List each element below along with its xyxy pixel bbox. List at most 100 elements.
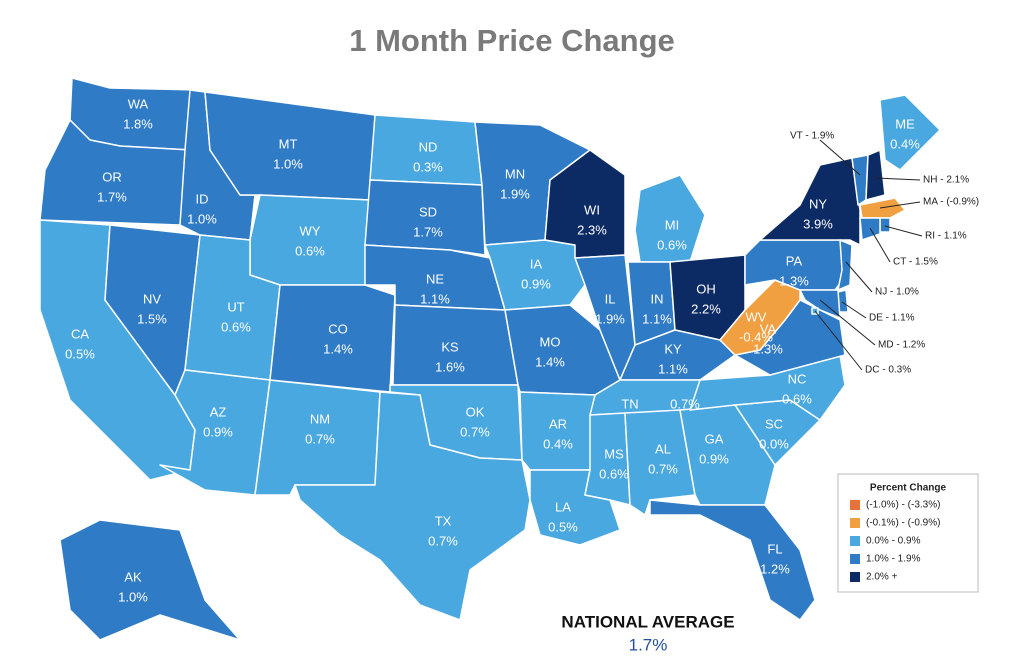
state-abbr: MT: [279, 136, 298, 151]
state-abbr: UT: [227, 299, 244, 314]
state-value: -0.4%: [739, 329, 773, 344]
state-abbr: TX: [435, 513, 452, 528]
state-abbr: ME: [895, 116, 915, 131]
legend-box: [837, 473, 979, 593]
state-abbr: WV: [746, 309, 767, 324]
legend-swatch: [850, 500, 860, 510]
state-abbr: FL: [767, 541, 782, 556]
small-state: [879, 217, 891, 233]
state-value: 0.0%: [759, 436, 789, 451]
callout: MD - 1.2%: [878, 340, 925, 351]
state-abbr: PA: [786, 253, 803, 268]
state: [879, 94, 941, 171]
state-abbr: WY: [300, 223, 321, 238]
footer-value: 1.7%: [629, 635, 668, 654]
callout: MA - (-0.9%): [923, 197, 979, 208]
state-abbr: CA: [71, 326, 89, 341]
state-value: 1.0%: [118, 589, 148, 604]
callout: NJ - 1.0%: [875, 287, 919, 298]
state-abbr: IN: [651, 291, 664, 306]
state-abbr: WA: [128, 96, 149, 111]
legend-swatch: [850, 572, 860, 582]
state-value: 2.2%: [691, 301, 721, 316]
state-abbr: AZ: [210, 404, 227, 419]
legend-title: Percent Change: [870, 483, 947, 494]
state: [759, 157, 861, 246]
state-value: 1.1%: [420, 291, 450, 306]
state-value: 0.6%: [599, 466, 629, 481]
callout: CT - 1.5%: [893, 257, 938, 268]
state: [294, 391, 531, 621]
leader-line: [841, 301, 867, 319]
state-value: 1.0%: [187, 211, 217, 226]
state-abbr: WI: [584, 202, 600, 217]
state-value: 1.8%: [123, 116, 153, 131]
legend-label: 0.0% - 0.9%: [866, 536, 921, 547]
state-value: 2.3%: [577, 222, 607, 237]
state-abbr: ND: [419, 139, 438, 154]
callout: DC - 0.3%: [865, 365, 911, 376]
callout: RI - 1.1%: [925, 231, 967, 242]
small-state: [859, 217, 881, 241]
state-abbr: MN: [505, 166, 525, 181]
state-abbr: NV: [143, 291, 161, 306]
state-abbr: VA: [760, 321, 777, 336]
callout: DE - 1.1%: [869, 313, 915, 324]
state: [364, 179, 486, 256]
state-value: 1.1%: [642, 311, 672, 326]
legend-swatch: [850, 554, 860, 564]
state-value: 1.3%: [753, 341, 783, 356]
leader-line: [869, 227, 891, 263]
state-value: 0.6%: [295, 243, 325, 258]
leader-line: [814, 310, 863, 371]
state-value: 0.9%: [699, 451, 729, 466]
state-abbr: OR: [102, 169, 122, 184]
state-value: 1.0%: [273, 156, 303, 171]
leader-line: [819, 139, 861, 176]
legend-swatch: [850, 518, 860, 528]
state-abbr: NE: [426, 271, 444, 286]
leader-line: [875, 177, 921, 181]
callout: NH - 2.1%: [923, 175, 969, 186]
state-value: 0.7%: [428, 533, 458, 548]
state-value: 0.7%: [670, 396, 700, 411]
state-abbr: OH: [696, 281, 716, 296]
state-abbr: AL: [655, 441, 671, 456]
state-abbr: NM: [310, 411, 330, 426]
state-value: 1.9%: [595, 311, 625, 326]
state-value: 0.7%: [305, 431, 335, 446]
state-value: 1.6%: [435, 359, 465, 374]
state: [649, 499, 816, 621]
legend-swatch: [850, 536, 860, 546]
state-value: 1.4%: [323, 341, 353, 356]
legend-label: (-1.0%) - (-3.3%): [866, 500, 940, 511]
callout: VT - 1.9%: [790, 131, 834, 142]
state-abbr: AK: [124, 569, 142, 584]
state-abbr: NY: [809, 196, 827, 211]
states: [39, 77, 941, 641]
state-abbr: ID: [196, 191, 209, 206]
state-abbr: AR: [549, 416, 567, 431]
state-abbr: IA: [530, 256, 543, 271]
state-value: 0.6%: [782, 391, 812, 406]
state-abbr: MI: [665, 217, 679, 232]
state: [59, 519, 241, 641]
state-value: 0.7%: [648, 461, 678, 476]
footer-label: NATIONAL AVERAGE: [561, 612, 734, 631]
leader-line: [819, 299, 876, 346]
leader-line: [884, 225, 923, 237]
state: [249, 194, 371, 286]
state-abbr: TN: [621, 396, 638, 411]
state-value: 1.1%: [658, 361, 688, 376]
leader-line: [845, 261, 873, 293]
state-abbr: CO: [328, 321, 348, 336]
state-value: 1.7%: [97, 189, 127, 204]
small-state: [837, 239, 853, 291]
state-abbr: SD: [419, 204, 437, 219]
state-value: 1.4%: [535, 354, 565, 369]
state-value: 0.4%: [543, 436, 573, 451]
state-value: 0.6%: [657, 237, 687, 252]
state-value: 3.9%: [803, 216, 833, 231]
state-value: 1.5%: [137, 311, 167, 326]
